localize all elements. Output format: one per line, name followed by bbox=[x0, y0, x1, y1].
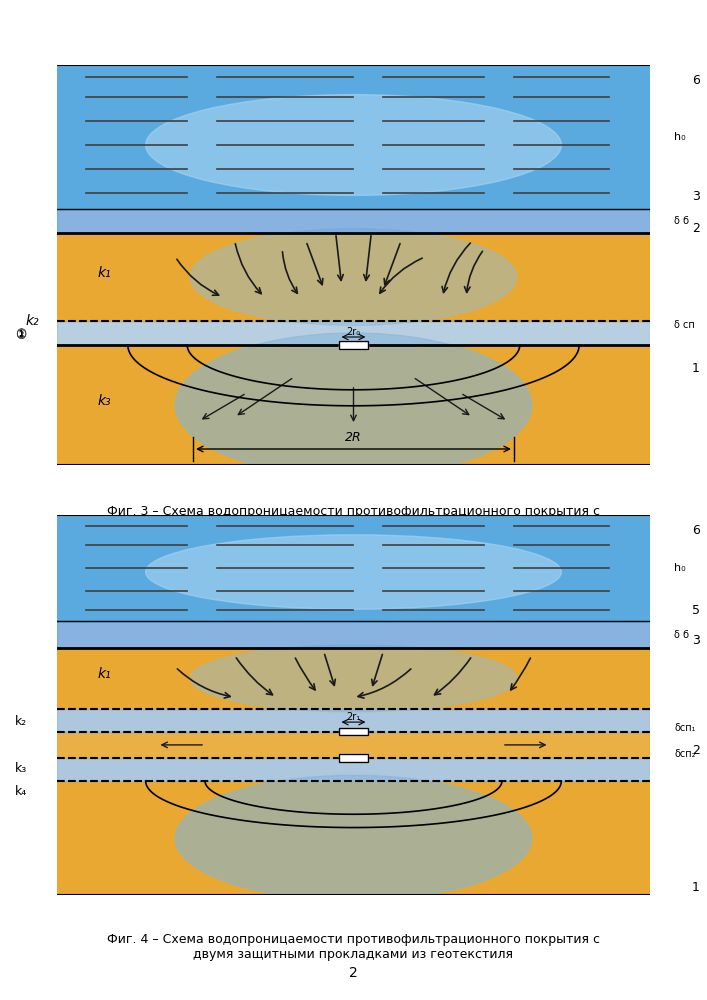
Text: 6: 6 bbox=[692, 524, 700, 537]
Bar bbox=[57, 65, 650, 209]
Ellipse shape bbox=[190, 229, 517, 325]
Text: ②: ② bbox=[16, 329, 27, 342]
Text: 6: 6 bbox=[692, 75, 700, 88]
Bar bbox=[339, 341, 368, 349]
Text: k₁: k₁ bbox=[98, 266, 111, 280]
Bar bbox=[339, 341, 368, 349]
Text: 2: 2 bbox=[692, 223, 700, 235]
Text: k₂: k₂ bbox=[15, 715, 27, 728]
Text: ①: ① bbox=[16, 328, 27, 341]
Text: 3: 3 bbox=[692, 634, 700, 647]
Text: 5: 5 bbox=[692, 603, 700, 616]
Text: δ сп: δ сп bbox=[674, 320, 695, 330]
Text: δсп₂: δсп₂ bbox=[674, 749, 696, 759]
Ellipse shape bbox=[146, 535, 561, 609]
Text: δсп₁: δсп₁ bbox=[674, 723, 696, 733]
Ellipse shape bbox=[146, 95, 561, 195]
Text: h₀: h₀ bbox=[674, 132, 686, 142]
Text: δ б: δ б bbox=[674, 630, 689, 640]
Ellipse shape bbox=[190, 645, 517, 712]
Ellipse shape bbox=[175, 333, 532, 477]
Text: 3: 3 bbox=[692, 190, 700, 204]
Bar bbox=[57, 758, 650, 781]
Text: k₃: k₃ bbox=[98, 394, 111, 408]
Bar bbox=[57, 345, 650, 465]
Bar bbox=[57, 233, 650, 321]
Bar bbox=[339, 728, 368, 735]
Text: k₁: k₁ bbox=[98, 667, 111, 681]
Bar bbox=[57, 321, 650, 345]
Bar bbox=[339, 754, 368, 762]
Text: 1: 1 bbox=[692, 881, 700, 894]
Text: Фиг. 3 – Схема водопроницаемости противофильтрационного покрытия с
одной защитно: Фиг. 3 – Схема водопроницаемости противо… bbox=[107, 505, 600, 533]
Text: 2: 2 bbox=[349, 966, 358, 980]
Text: 2r₀: 2r₀ bbox=[346, 327, 361, 337]
Text: k₃: k₃ bbox=[15, 762, 27, 775]
Bar bbox=[339, 754, 368, 762]
Bar bbox=[57, 781, 650, 895]
Text: 2R: 2R bbox=[345, 431, 362, 444]
Bar bbox=[57, 621, 650, 648]
Text: 1: 1 bbox=[692, 362, 700, 375]
Bar bbox=[339, 728, 368, 735]
Text: δ б: δ б bbox=[674, 216, 689, 226]
Bar bbox=[57, 648, 650, 709]
Text: Фиг. 4 – Схема водопроницаемости противофильтрационного покрытия с
двумя защитны: Фиг. 4 – Схема водопроницаемости противо… bbox=[107, 933, 600, 961]
Text: k₄: k₄ bbox=[15, 785, 27, 798]
Text: 2: 2 bbox=[692, 744, 700, 757]
Text: 2r₁: 2r₁ bbox=[346, 712, 361, 722]
Text: h₀: h₀ bbox=[674, 563, 686, 573]
Bar bbox=[57, 732, 650, 758]
Bar bbox=[57, 209, 650, 233]
Bar bbox=[57, 709, 650, 732]
Ellipse shape bbox=[175, 775, 532, 901]
Text: k₂: k₂ bbox=[26, 314, 40, 328]
Bar bbox=[57, 515, 650, 621]
